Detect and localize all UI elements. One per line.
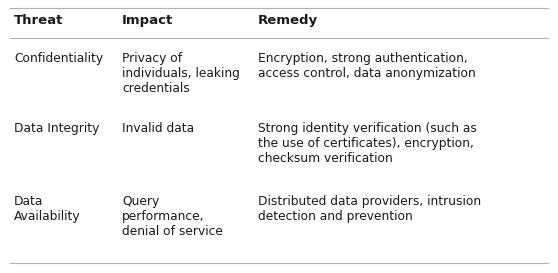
Text: Impact: Impact: [122, 14, 173, 27]
Text: Confidentiality: Confidentiality: [14, 52, 103, 65]
Text: Query
performance,
denial of service: Query performance, denial of service: [122, 195, 223, 238]
Text: Data Integrity: Data Integrity: [14, 122, 99, 135]
Text: Distributed data providers, intrusion
detection and prevention: Distributed data providers, intrusion de…: [258, 195, 481, 223]
Text: Strong identity verification (such as
the use of certificates), encryption,
chec: Strong identity verification (such as th…: [258, 122, 477, 165]
Text: Invalid data: Invalid data: [122, 122, 194, 135]
Text: Remedy: Remedy: [258, 14, 318, 27]
Text: Privacy of
individuals, leaking
credentials: Privacy of individuals, leaking credenti…: [122, 52, 240, 95]
Text: Encryption, strong authentication,
access control, data anonymization: Encryption, strong authentication, acces…: [258, 52, 476, 80]
Text: Threat: Threat: [14, 14, 64, 27]
Text: Data
Availability: Data Availability: [14, 195, 80, 223]
